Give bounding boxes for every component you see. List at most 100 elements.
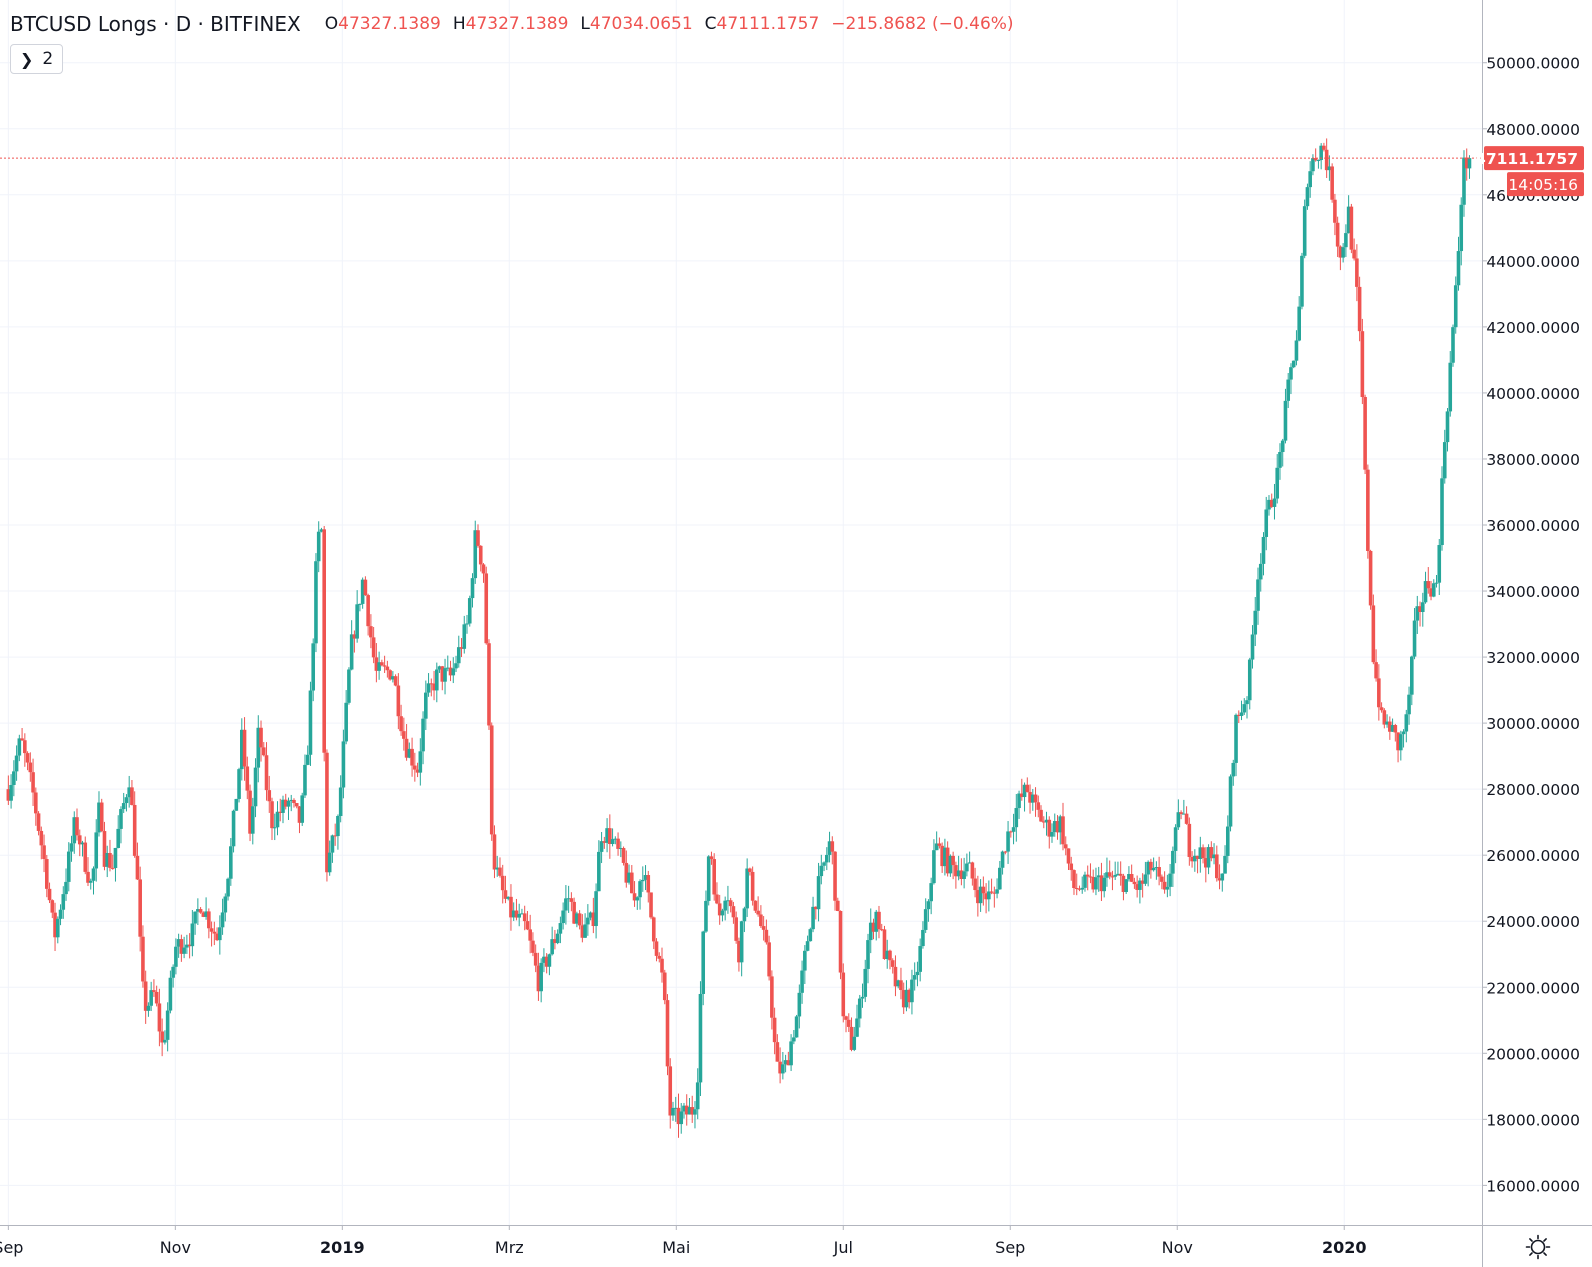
candle-body — [399, 716, 403, 732]
candle-body — [857, 998, 862, 1019]
candle-body — [1269, 499, 1274, 507]
candle-body — [566, 898, 571, 900]
candle-body — [473, 530, 478, 579]
candle-body — [1445, 411, 1450, 443]
candle-body — [687, 1107, 692, 1115]
chart-legend: BTCUSD Longs · D · BITFINEX O47327.1389 … — [10, 8, 1014, 40]
candle-body — [1368, 550, 1373, 606]
candle-body — [185, 944, 189, 948]
candle-body — [1385, 721, 1389, 725]
candle-body — [767, 942, 771, 977]
candle-body — [748, 868, 752, 872]
candle-body — [855, 1018, 859, 1037]
candle-body — [553, 939, 557, 944]
candle-body — [970, 862, 975, 879]
y-tick-label: 18000.0000 — [1486, 1111, 1580, 1129]
candle-body — [17, 738, 22, 756]
candle-body — [896, 980, 901, 987]
indicators-toggle-button[interactable]: ❯ 2 — [10, 44, 64, 74]
candle-body — [588, 912, 593, 918]
candle-body — [83, 842, 88, 872]
candle-body — [182, 947, 186, 954]
chevron-right-icon: ❯ — [20, 49, 34, 69]
candle-body — [1206, 847, 1211, 868]
candle-body — [1041, 821, 1046, 823]
candle-body — [624, 862, 629, 883]
candle-body — [454, 663, 458, 669]
candle-body — [1058, 816, 1063, 833]
candle-body — [503, 890, 508, 899]
ohlc-close: C47111.1757 — [704, 14, 820, 34]
candle-body — [278, 811, 283, 813]
candle-body — [800, 970, 804, 993]
candle-body — [1030, 794, 1035, 803]
candle-body — [1294, 340, 1299, 361]
candle-body — [240, 729, 244, 770]
candle-body — [1220, 873, 1225, 881]
candle-body — [544, 956, 549, 967]
candle-body — [1300, 255, 1304, 307]
candle-body — [778, 1061, 782, 1074]
candle-body — [844, 1016, 848, 1020]
candle-body — [226, 878, 230, 897]
candle-body — [1105, 872, 1109, 878]
candle-body — [695, 1082, 700, 1110]
candle-body — [539, 962, 543, 992]
candle-body — [734, 917, 738, 941]
candle-body — [1000, 851, 1005, 868]
candle-body — [690, 1107, 695, 1115]
candle-body — [286, 800, 291, 807]
symbol-title[interactable]: BTCUSD Longs · D · BITFINEX — [10, 12, 301, 36]
candle-body — [204, 911, 208, 917]
candle-body — [1355, 258, 1359, 287]
candle-body — [976, 890, 980, 904]
candle-body — [1335, 222, 1340, 247]
candle-body — [522, 913, 527, 922]
candle-body — [737, 940, 741, 963]
candle-body — [731, 906, 736, 918]
candle-body — [42, 845, 46, 860]
candle-body — [904, 989, 909, 1008]
last-price-tag — [1484, 146, 1584, 171]
candle-body — [577, 913, 582, 926]
candle-body — [1404, 714, 1409, 732]
candle-body — [1253, 610, 1258, 635]
candle-body — [50, 900, 55, 913]
candle-body — [1135, 884, 1139, 890]
candle-body — [297, 806, 302, 823]
candle-body — [992, 892, 997, 894]
candle-body — [1366, 469, 1370, 551]
candle-body — [12, 771, 16, 785]
candle-body — [1390, 725, 1395, 732]
candle-body — [739, 921, 744, 963]
candle-body — [116, 828, 121, 848]
candle-body — [325, 752, 329, 873]
candle-body — [28, 762, 33, 773]
candle-body — [1377, 678, 1381, 708]
candle-body — [149, 990, 153, 1006]
candle-body — [124, 797, 129, 804]
candle-body — [726, 900, 730, 902]
candles — [6, 138, 1472, 1138]
candle-body — [1407, 694, 1411, 715]
candle-body — [580, 925, 585, 938]
candle-body — [550, 939, 554, 955]
candle-body — [547, 954, 552, 967]
candle-body — [25, 753, 30, 763]
candle-body — [113, 847, 118, 869]
candle-body — [369, 626, 373, 638]
candle-body — [698, 993, 703, 1083]
candle-body — [1363, 396, 1367, 470]
candle-body — [292, 799, 296, 804]
candle-body — [336, 815, 340, 837]
candle-body — [1399, 734, 1403, 751]
candle-body — [119, 809, 123, 829]
candle-body — [1039, 809, 1043, 822]
candle-body — [517, 913, 521, 918]
gear-icon[interactable] — [1524, 1233, 1552, 1261]
candle-body — [451, 668, 456, 676]
candle-body — [1055, 821, 1060, 833]
candle-body — [1176, 812, 1181, 828]
candle-body — [764, 929, 769, 943]
